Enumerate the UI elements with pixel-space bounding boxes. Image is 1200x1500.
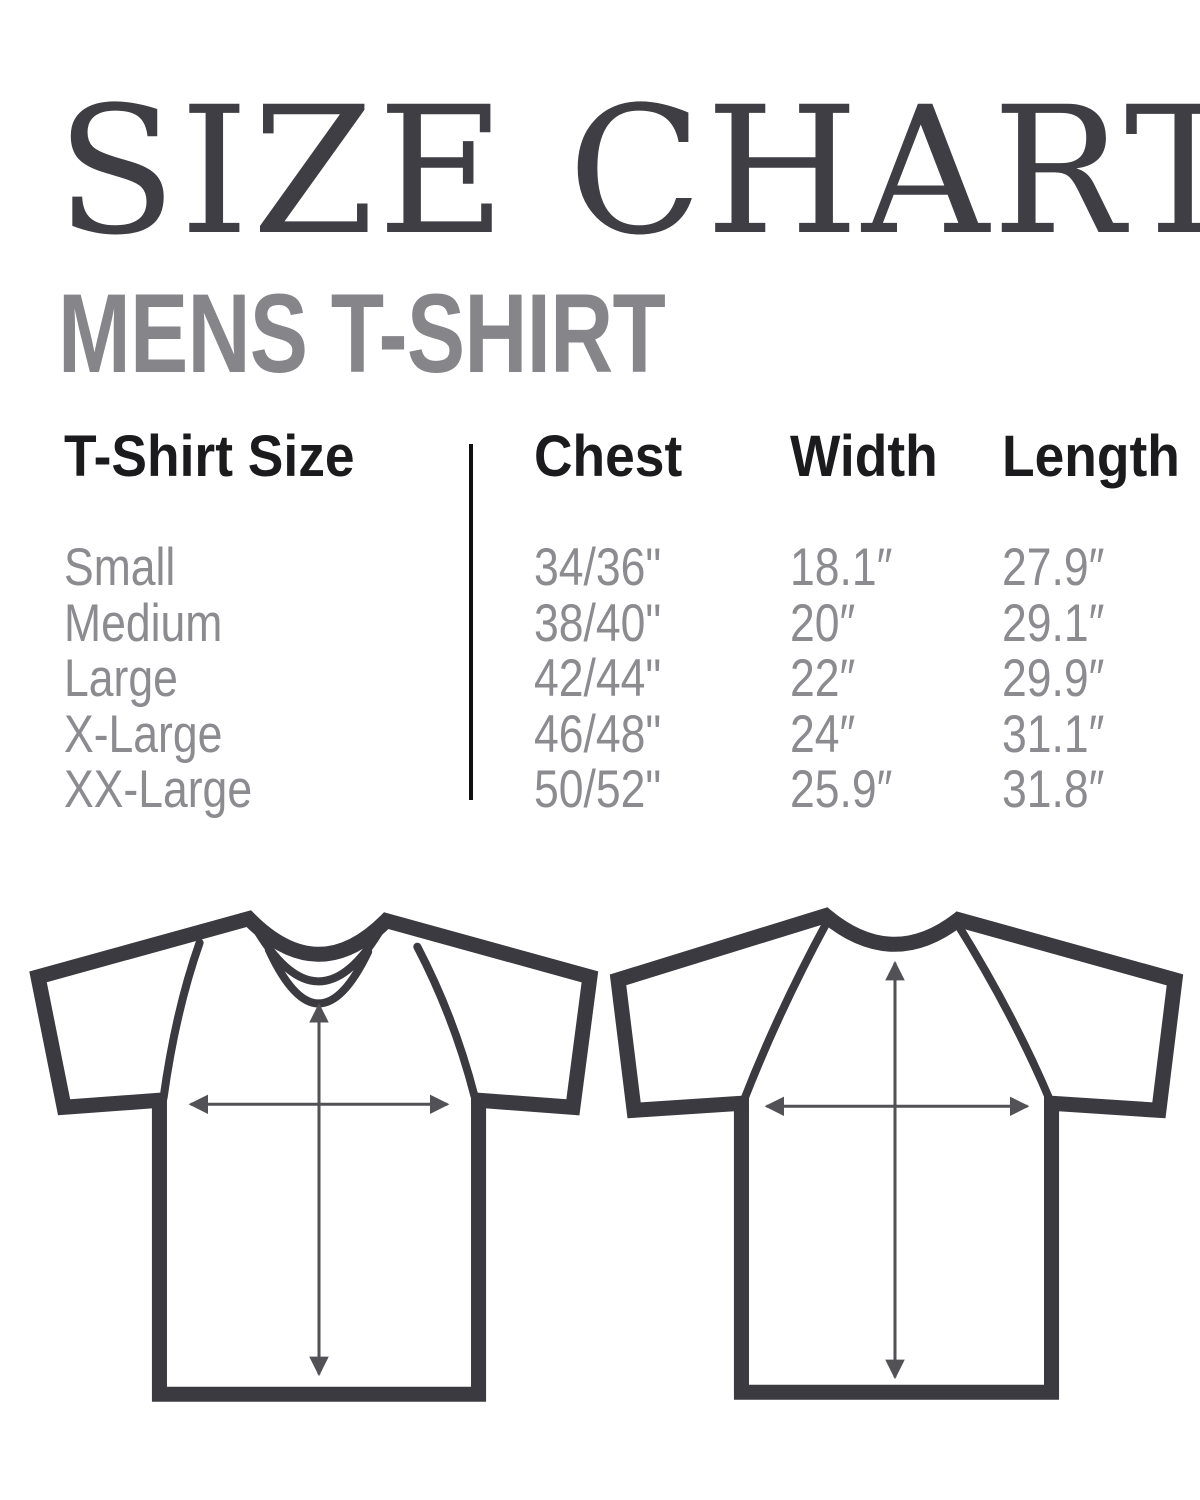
size-cell: Medium: [64, 593, 223, 653]
length-cell: 29.1″: [1002, 593, 1105, 653]
chest-cell: 42/44": [534, 649, 662, 708]
size-cell: Large: [64, 649, 178, 708]
column-header-size: T-Shirt Size: [64, 424, 355, 489]
column-header-chest: Chest: [534, 424, 683, 489]
table-row-small: Small 34/36" 18.1″ 27.9″: [0, 540, 1200, 596]
tshirt-front-outline: [29, 910, 599, 1402]
table-row-medium: Medium 38/40" 20″ 29.1″: [0, 593, 1200, 653]
column-header-length: Length: [1002, 424, 1180, 489]
size-cell: XX-Large: [64, 760, 253, 819]
tshirt-back-armhole-right-seam: [953, 919, 1054, 1104]
tshirt-front-armhole-left-seam: [159, 938, 204, 1103]
chest-cell: 38/40": [534, 593, 662, 653]
table-row-large: Large 42/44" 22″ 29.9″: [0, 651, 1200, 707]
size-cell: X-Large: [64, 704, 223, 764]
tshirt-front-diagram: [29, 910, 599, 1402]
width-cell: 18.1″: [790, 538, 893, 597]
tshirt-front-armhole-right-seam: [413, 942, 479, 1101]
page-title: SIZE CHART: [56, 69, 1200, 274]
page-subtitle: MENS T-SHIRT: [58, 271, 666, 396]
tshirt-back-armhole-left-seam: [739, 916, 832, 1106]
chest-cell: 46/48": [534, 704, 662, 764]
size-cell: Small: [64, 538, 176, 597]
length-cell: 31.1″: [1002, 704, 1105, 764]
chest-cell: 34/36": [534, 538, 662, 597]
length-cell: 29.9″: [1002, 649, 1105, 708]
length-cell: 27.9″: [1002, 538, 1105, 597]
width-cell: 20″: [790, 593, 856, 653]
width-cell: 24″: [790, 704, 856, 764]
column-header-width: Width: [790, 424, 938, 489]
table-row-x-large: X-Large 46/48" 24″ 31.1″: [0, 704, 1200, 764]
length-cell: 31.8″: [1002, 760, 1105, 819]
table-header-row: T-Shirt Size Chest Width Length: [0, 426, 1200, 488]
size-table-body: Small 34/36" 18.1″ 27.9″ Medium 38/40" 2…: [0, 540, 1200, 818]
width-cell: 25.9″: [790, 760, 893, 819]
chest-cell: 50/52": [534, 760, 662, 819]
width-cell: 22″: [790, 649, 856, 708]
header-divider-line: [469, 444, 473, 800]
tshirt-back-diagram: [609, 907, 1184, 1400]
table-row-xx-large: XX-Large 50/52" 25.9″ 31.8″: [0, 762, 1200, 818]
